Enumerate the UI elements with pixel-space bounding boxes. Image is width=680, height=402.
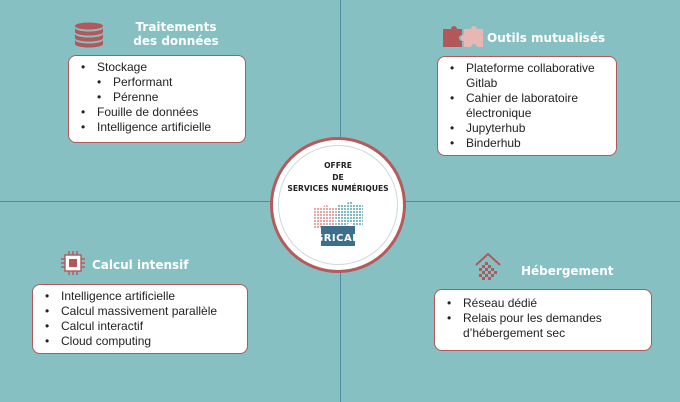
list-item: Calcul massivement parallèle (45, 304, 239, 319)
puzzle-icon (443, 26, 483, 47)
list-item-text: électronique (466, 106, 532, 120)
calcul-heading: Calcul intensif (92, 258, 212, 272)
list-item-text: Plateforme collaborative (466, 61, 595, 75)
list-item: Réseau dédié (447, 296, 643, 311)
list-item: Pérenne (81, 90, 237, 105)
list-item: Fouille de données (81, 105, 237, 120)
list-item-text: Gitlab (466, 76, 498, 90)
list-item: Stockage (81, 60, 237, 75)
list-item: Intelligence artificielle (45, 289, 239, 304)
list-item-text: d’hébergement sec (463, 326, 566, 340)
list-item: Jupyterhub (450, 121, 608, 136)
outils-heading-line: Outils mutualisés (487, 31, 606, 45)
center-title-line: OFFRE (324, 161, 352, 170)
list-item-text: Relais pour les demandes (463, 311, 602, 325)
list-item: Intelligence artificielle (81, 120, 237, 135)
center-inner-ring (278, 145, 398, 265)
outils-box: Plateforme collaborative Gitlab Cahier d… (437, 56, 617, 156)
traitements-box: Stockage Performant Pérenne Fouille de d… (68, 55, 246, 143)
gricad-logo: GRICAD (313, 202, 363, 246)
outils-heading: Outils mutualisés (487, 31, 617, 45)
hebergement-heading: Hébergement (521, 264, 631, 278)
list-item: Cahier de laboratoire électronique (450, 91, 608, 121)
list-item: Cloud computing (45, 334, 239, 349)
calcul-box: Intelligence artificielle Calcul massive… (32, 284, 248, 354)
list-item-text: Cahier de laboratoire (466, 91, 579, 105)
house-icon (475, 252, 501, 280)
logo-text: GRICAD (315, 233, 361, 244)
list-item: Relais pour les demandes d’hébergement s… (447, 311, 643, 341)
center-title: OFFRE DE SERVICES NUMÉRIQUES (273, 160, 403, 195)
list-item: Calcul interactif (45, 319, 239, 334)
center-title-line: DE (332, 172, 344, 182)
database-icon (75, 22, 103, 48)
list-item: Performant (81, 75, 237, 90)
list-item: Plateforme collaborative Gitlab (450, 61, 608, 91)
calcul-heading-line: Calcul intensif (92, 258, 189, 272)
center-circle: OFFRE DE SERVICES NUMÉRIQUES GRICAD (270, 137, 406, 273)
traitements-heading: Traitements des données (116, 20, 236, 48)
cpu-chip-icon (61, 251, 85, 275)
center-title-line: SERVICES NUMÉRIQUES (287, 184, 389, 193)
traitements-heading-line: Traitements (135, 20, 217, 34)
list-item: Binderhub (450, 136, 608, 151)
traitements-heading-line: des données (133, 34, 219, 48)
hebergement-box: Réseau dédié Relais pour les demandes d’… (434, 289, 652, 351)
hebergement-heading-line: Hébergement (521, 264, 614, 278)
